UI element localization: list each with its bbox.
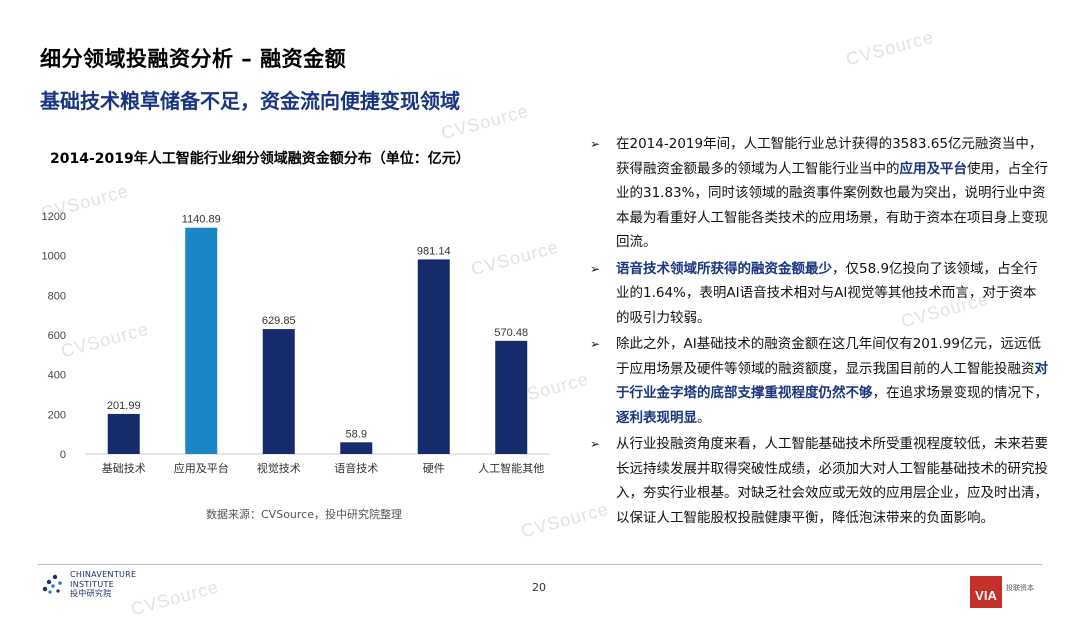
bar-value-label: 1140.89: [182, 214, 221, 226]
arrow-bullet-icon: ➢: [590, 137, 601, 151]
bullet-text: ，仅58.9亿投向了该领域，占全行业的1.64%，表明AI语音技术相对与AI视觉…: [616, 260, 1038, 326]
logo-line-1: CHINAVENTURE: [70, 570, 137, 579]
bar: [262, 329, 295, 454]
highlighted-text: 语音技术领域所获得的融资金额最少: [616, 260, 832, 277]
y-axis: 0 200 400 600 800 1000 1200: [42, 211, 66, 461]
bullet-text: 在2014-2019年间，人工智能行业总计获得的3583.65亿元融资当中，获得…: [616, 136, 1043, 177]
bar-chart: 0 200 400 600 800 1000 1200 201.99 基础技术 1140.89 应…: [42, 211, 550, 475]
data-source-note: 数据来源：CVSource，投中研究院整理: [206, 508, 402, 521]
chinaventure-logo-icon: [42, 575, 62, 594]
bar-value-label: 570.48: [494, 327, 528, 339]
y-tick-label: 1200: [42, 211, 66, 223]
bullet-text: 除此之外，AI基础技术的融资金额在这几年间仅有201.99亿元，远远低于应用场景…: [616, 336, 1041, 377]
y-tick-label: 400: [48, 370, 66, 382]
page-subtitle: 基础技术粮草储备不足，资金流向便捷变现领域: [40, 89, 460, 113]
bullet-text: 使用，占全行业的31.83%，同时该领域的融资事件案例数也最为突出，说明行业中资…: [616, 160, 1048, 251]
logo-line-2: INSTITUTE: [70, 579, 115, 589]
x-tick-label: 硬件: [423, 462, 445, 475]
bar-value-label: 201.99: [107, 400, 141, 412]
chart-title: 2014-2019年人工智能行业细分领域融资金额分布（单位：亿元）: [50, 151, 470, 167]
bar-value-label: 58.9: [346, 428, 367, 440]
bullet-item: ➢ 在2014-2019年间，人工智能行业总计获得的3583.65亿元融资当中，获…: [588, 132, 1048, 255]
bullet-text: 从行业投融资角度来看，人工智能基础技术所受重视程度较低，未来若要长远持续发展并取…: [616, 436, 1048, 526]
footer-divider: [38, 564, 1042, 565]
via-logo-text: 投联资本: [1006, 584, 1034, 592]
watermark: CVSource: [843, 26, 936, 70]
logo-line-3: 投中研究院: [70, 589, 112, 598]
bullet-item: ➢ 除此之外，AI基础技术的融资金额在这几年间仅有201.99亿元，远远低于应用场…: [588, 332, 1048, 430]
y-tick-label: 600: [48, 330, 66, 342]
x-tick-label: 基础技术: [102, 462, 146, 475]
bullet-text: ，在追求场景变现的情况下，: [872, 385, 1049, 401]
bar: [107, 413, 140, 454]
analysis-bullets: ➢ 在2014-2019年间，人工智能行业总计获得的3583.65亿元融资当中，获…: [588, 132, 1048, 532]
bar: [185, 227, 218, 454]
bar-value-label: 981.14: [417, 245, 451, 257]
via-logo: VIA: [970, 576, 1002, 608]
arrow-bullet-icon: ➢: [590, 337, 601, 351]
bar-value-label: 629.85: [262, 315, 296, 327]
x-tick-label: 人工智能其他: [478, 461, 544, 475]
watermark: CVSource: [128, 576, 221, 620]
page-number: 20: [532, 581, 546, 594]
highlighted-text: 应用及平台: [899, 160, 968, 177]
page-title: 细分领域投融资分析 – 融资金额: [40, 47, 347, 71]
y-tick-label: 200: [48, 409, 66, 421]
highlighted-text: 对于行业金字塔的底部支撑重视程度仍然不够: [616, 360, 1048, 402]
y-tick-label: 0: [60, 449, 66, 461]
bar: [340, 442, 373, 454]
bullet-item: ➢ 从行业投融资角度来看，人工智能基础技术所受重视程度较低，未来若要长远持续发展并…: [588, 432, 1048, 530]
chinaventure-logo: CHINAVENTURE INSTITUTE 投中研究院: [40, 570, 136, 599]
arrow-bullet-icon: ➢: [590, 437, 601, 451]
bars-group: 201.99 基础技术 1140.89 应用及平台 629.85 视觉技术 58.9 语音技术…: [102, 214, 545, 475]
bar: [417, 259, 450, 454]
arrow-bullet-icon: ➢: [590, 261, 601, 276]
bullet-text: 。: [697, 409, 711, 426]
x-tick-label: 视觉技术: [257, 461, 301, 475]
x-tick-label: 应用及平台: [174, 461, 229, 475]
y-tick-label: 1000: [42, 251, 66, 263]
y-tick-label: 800: [48, 290, 66, 302]
bullet-item: ➢ 语音技术领域所获得的融资金额最少，仅58.9亿投向了该领域，占全行业的1.64…: [588, 257, 1048, 331]
x-tick-label: 语音技术: [334, 461, 378, 475]
highlighted-text: 逐利表现明显: [616, 409, 697, 426]
bar: [495, 340, 528, 454]
